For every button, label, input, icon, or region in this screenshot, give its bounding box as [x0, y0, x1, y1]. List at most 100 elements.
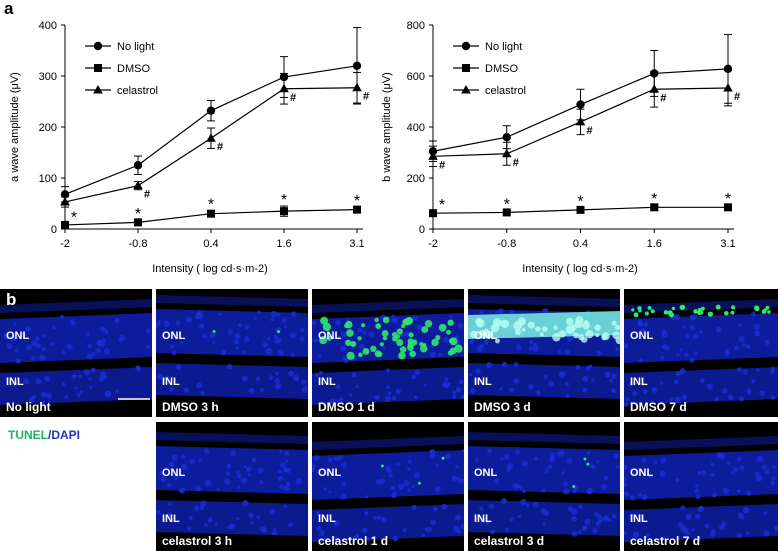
- tunel-positive-cell: [767, 310, 771, 314]
- nucleus: [286, 481, 291, 486]
- nucleus: [181, 454, 186, 459]
- nucleus: [423, 383, 427, 387]
- nucleus: [742, 343, 747, 347]
- data-point-no-light: [206, 106, 216, 115]
- nucleus: [456, 476, 461, 481]
- nucleus: [725, 351, 730, 356]
- nucleus: [198, 458, 203, 463]
- nucleus: [470, 388, 476, 394]
- tunel-positive-cell: [573, 332, 579, 339]
- nucleus: [632, 390, 638, 396]
- nucleus: [615, 347, 620, 352]
- nucleus: [682, 324, 686, 329]
- inl-band: [468, 500, 620, 536]
- nucleus: [253, 316, 257, 321]
- tunel-positive-cell: [417, 481, 421, 485]
- nucleus: [179, 487, 186, 494]
- tunel-positive-cell: [374, 317, 379, 323]
- nucleus: [603, 517, 609, 522]
- micrograph-tile: ONL INL celastrol 3 d: [468, 422, 620, 551]
- nucleus: [51, 325, 57, 330]
- tunel-positive-cell: [396, 339, 404, 347]
- tunel-positive-cell: [370, 345, 377, 353]
- y-tick-label: 200: [407, 173, 425, 185]
- nucleus: [503, 454, 510, 460]
- tunel-positive-cell: [362, 347, 370, 355]
- nucleus: [277, 469, 282, 474]
- nucleus: [292, 374, 300, 382]
- data-point-celastrol: [575, 116, 586, 126]
- nucleus: [487, 448, 493, 454]
- legend-marker-no-light: [93, 41, 103, 51]
- layer-label-inl: INL: [474, 376, 492, 388]
- tunel-positive-cell: [424, 320, 433, 328]
- data-point-dmso: [576, 205, 585, 214]
- data-point-celastrol: [133, 180, 143, 190]
- tunel-positive-cell: [420, 345, 428, 353]
- nucleus: [648, 474, 653, 479]
- nucleus: [528, 384, 534, 390]
- micrograph-tile: ONL INL No light: [0, 289, 152, 417]
- nucleus: [46, 393, 52, 399]
- nucleus: [324, 537, 330, 543]
- nucleus: [323, 487, 327, 491]
- nucleus: [714, 396, 720, 402]
- significance-star: *: [354, 193, 360, 210]
- nucleus: [638, 358, 644, 363]
- tunel-positive-cell: [663, 310, 669, 315]
- nucleus: [716, 452, 722, 458]
- nucleus: [746, 388, 752, 394]
- condition-label: celastrol 7 d: [630, 534, 700, 548]
- nucleus: [354, 534, 360, 539]
- nucleus: [229, 523, 236, 530]
- nucleus: [509, 516, 514, 522]
- nucleus: [674, 396, 682, 404]
- tunel-positive-cell: [398, 351, 406, 360]
- y-tick-label: 400: [407, 122, 425, 134]
- nucleus: [34, 336, 40, 341]
- nucleus: [386, 385, 390, 390]
- nucleus: [61, 350, 66, 355]
- nucleus: [170, 344, 174, 349]
- tunel-positive-cell: [478, 329, 485, 336]
- nucleus: [479, 310, 483, 314]
- nucleus: [407, 460, 412, 465]
- nucleus: [234, 332, 241, 339]
- onl-band: [156, 446, 308, 494]
- data-point-no-light: [723, 64, 733, 74]
- nucleus: [521, 489, 526, 494]
- nucleus: [520, 498, 527, 506]
- photoreceptor-band: [312, 436, 464, 450]
- nucleus: [565, 393, 570, 398]
- nucleus: [31, 340, 38, 347]
- nucleus: [549, 452, 556, 459]
- data-point-celastrol: [428, 151, 438, 160]
- nucleus: [684, 333, 690, 339]
- nucleus: [411, 504, 417, 510]
- nucleus: [681, 394, 688, 400]
- nucleus: [196, 382, 203, 389]
- nucleus: [283, 485, 290, 492]
- nucleus: [673, 313, 680, 321]
- nucleus: [87, 343, 92, 349]
- nucleus: [332, 536, 338, 541]
- nucleus: [698, 505, 705, 512]
- nucleus: [685, 513, 692, 520]
- nucleus: [734, 345, 739, 351]
- nucleus: [233, 339, 240, 345]
- nucleus: [361, 330, 367, 335]
- x-tick-label: -2: [60, 238, 70, 250]
- nucleus: [458, 379, 464, 385]
- tunel-positive-cell: [344, 339, 352, 347]
- nucleus: [624, 482, 628, 488]
- photoreceptor-band: [0, 299, 152, 313]
- tunel-positive-cell: [679, 304, 686, 311]
- nucleus: [236, 516, 240, 521]
- tunel-positive-cell: [350, 340, 357, 347]
- nucleus: [67, 344, 73, 350]
- data-point-celastrol: [352, 82, 362, 92]
- nucleus: [106, 391, 112, 397]
- nucleus: [505, 528, 509, 532]
- nucleus: [642, 389, 648, 394]
- nucleus: [168, 386, 175, 392]
